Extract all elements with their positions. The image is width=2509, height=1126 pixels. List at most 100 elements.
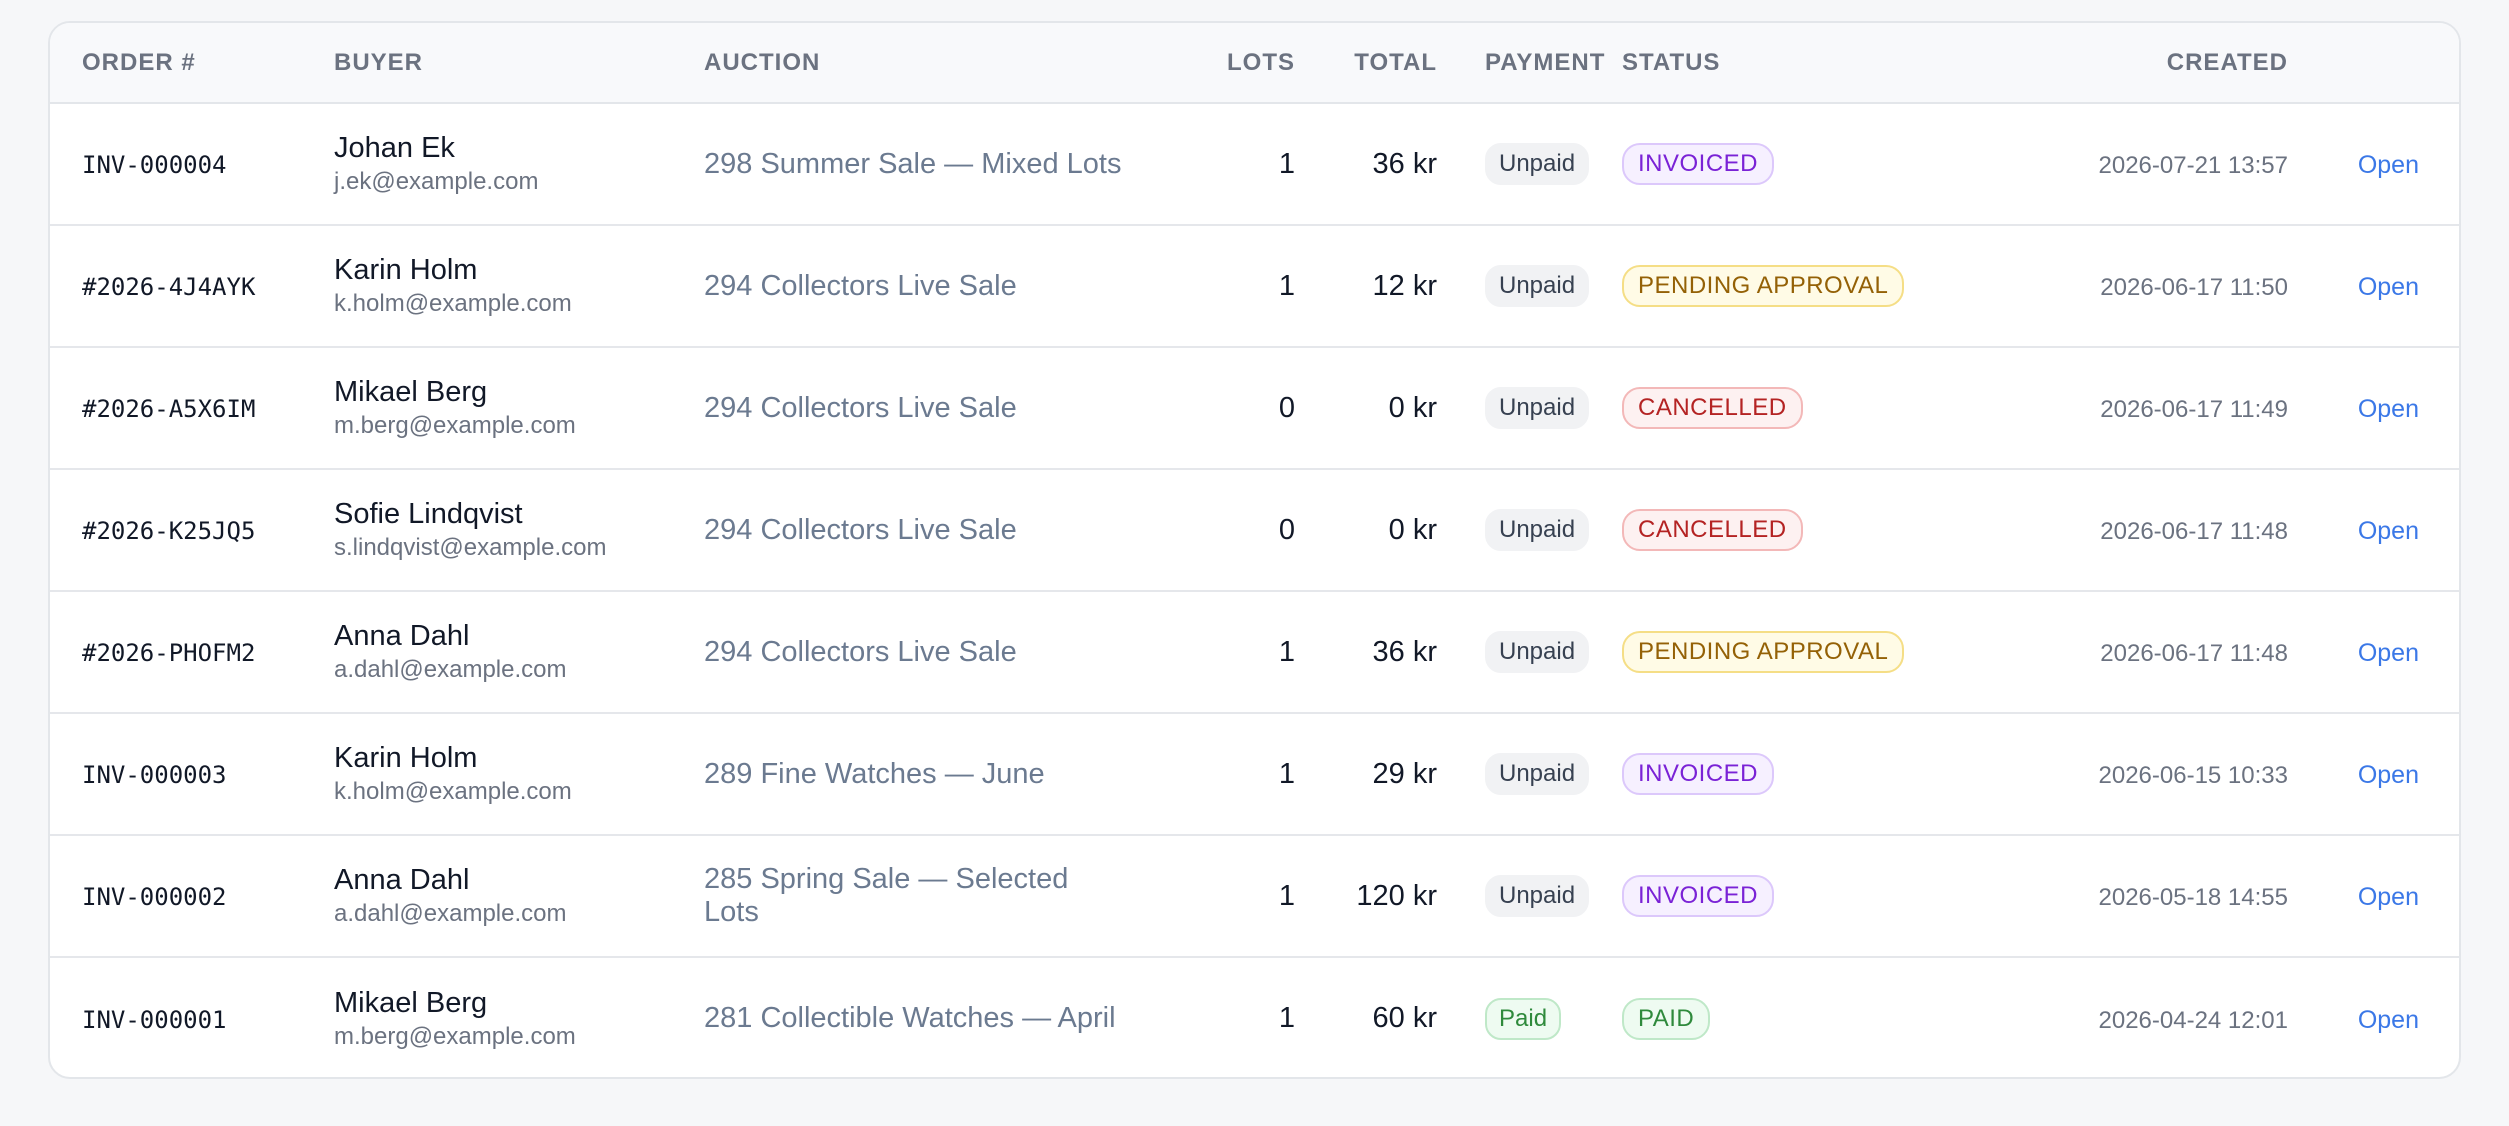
order-total: 0 kr [1388, 513, 1437, 546]
lots-count: 1 [1278, 879, 1295, 912]
lots-count: 1 [1278, 147, 1295, 180]
payment-badge: Unpaid [1485, 387, 1590, 429]
lots-count: 1 [1278, 269, 1295, 302]
auction-name: 294 Collectors Live Sale [704, 635, 1017, 668]
buyer-email: j.ek@example.com [334, 168, 539, 195]
column-header-order[interactable]: ORDER # [50, 23, 334, 104]
table-row[interactable]: INV-000003 Karin Holm k.holm@example.com… [50, 713, 2459, 835]
column-header-buyer[interactable]: BUYER [334, 23, 704, 104]
created-timestamp: 2026-05-18 14:55 [2098, 884, 2289, 911]
order-number: #2026-PHOFM2 [82, 639, 256, 667]
order-total: 60 kr [1372, 1002, 1437, 1034]
buyer-name: Johan Ek [334, 132, 455, 164]
column-header-auction[interactable]: AUCTION [704, 23, 1124, 104]
table-row[interactable]: INV-000002 Anna Dahl a.dahl@example.com … [50, 835, 2459, 957]
payment-badge: Unpaid [1485, 753, 1590, 795]
table-row[interactable]: INV-000001 Mikael Berg m.berg@example.co… [50, 957, 2459, 1077]
open-order-link[interactable]: Open [2357, 883, 2419, 911]
buyer-email: m.berg@example.com [334, 1022, 576, 1050]
payment-badge: Unpaid [1485, 875, 1590, 917]
order-number: INV-000003 [82, 761, 227, 789]
payment-badge: Unpaid [1485, 265, 1590, 307]
buyer-name: Karin Holm [334, 254, 478, 286]
auction-name: 289 Fine Watches — June [704, 757, 1045, 790]
buyer-name: Anna Dahl [334, 620, 470, 652]
open-order-link[interactable]: Open [2357, 273, 2419, 301]
column-header-created[interactable]: CREATED [1927, 23, 2288, 104]
lots-count: 0 [1278, 513, 1295, 546]
buyer-email: m.berg@example.com [334, 412, 576, 439]
payment-badge: Unpaid [1485, 143, 1590, 185]
column-header-status[interactable]: STATUS [1622, 23, 1927, 104]
payment-badge: Paid [1485, 997, 1562, 1040]
status-badge: PENDING APPROVAL [1622, 631, 1905, 673]
order-total: 120 kr [1356, 879, 1437, 912]
order-number: #2026-4J4AYK [82, 273, 256, 301]
auction-name: 298 Summer Sale — Mixed Lots [704, 147, 1122, 180]
lots-count: 0 [1278, 391, 1295, 424]
table-row[interactable]: #2026-K25JQ5 Sofie Lindqvist s.lindqvist… [50, 469, 2459, 591]
lots-count: 1 [1278, 757, 1295, 790]
column-header-total[interactable]: TOTAL [1295, 23, 1437, 104]
table-row[interactable]: #2026-A5X6IM Mikael Berg m.berg@example.… [50, 347, 2459, 469]
status-badge: CANCELLED [1622, 387, 1803, 429]
buyer-email: k.holm@example.com [334, 778, 572, 805]
created-timestamp: 2026-06-17 11:48 [2100, 640, 2288, 667]
buyer-email: a.dahl@example.com [334, 656, 567, 683]
order-total: 36 kr [1372, 635, 1437, 668]
order-number: #2026-K25JQ5 [82, 517, 256, 545]
order-total: 36 kr [1372, 147, 1437, 180]
auction-name: 294 Collectors Live Sale [704, 269, 1017, 302]
open-order-link[interactable]: Open [2357, 761, 2419, 789]
order-number: INV-000001 [82, 1005, 227, 1034]
auction-name: 294 Collectors Live Sale [704, 513, 1017, 546]
table-row[interactable]: #2026-PHOFM2 Anna Dahl a.dahl@example.co… [50, 591, 2459, 713]
order-number: INV-000002 [82, 883, 227, 911]
created-timestamp: 2026-04-24 12:01 [2098, 1006, 2289, 1034]
auction-name: 294 Collectors Live Sale [704, 391, 1017, 424]
buyer-email: s.lindqvist@example.com [334, 534, 607, 561]
order-number: #2026-A5X6IM [82, 395, 256, 423]
status-badge: CANCELLED [1622, 509, 1803, 551]
open-order-link[interactable]: Open [2357, 1005, 2419, 1034]
table-row[interactable]: #2026-4J4AYK Karin Holm k.holm@example.c… [50, 225, 2459, 347]
order-total: 0 kr [1388, 391, 1437, 424]
payment-badge: Unpaid [1485, 631, 1590, 673]
auction-name: 285 Spring Sale — Selected Lots [704, 863, 1069, 928]
auction-name: 281 Collectible Watches — April [704, 1002, 1116, 1034]
status-badge: PENDING APPROVAL [1622, 265, 1905, 307]
created-timestamp: 2026-06-17 11:48 [2100, 518, 2288, 545]
created-timestamp: 2026-07-21 13:57 [2098, 152, 2289, 179]
created-timestamp: 2026-06-17 11:50 [2100, 274, 2288, 301]
open-order-link[interactable]: Open [2357, 395, 2419, 423]
column-header-payment[interactable]: PAYMENT [1437, 23, 1622, 104]
buyer-name: Anna Dahl [334, 864, 470, 896]
status-badge: INVOICED [1622, 143, 1775, 185]
column-header-lots[interactable]: LOTS [1124, 23, 1295, 104]
orders-table-card: ORDER # BUYER AUCTION LOTS TOTAL PAYMENT… [48, 21, 2461, 1079]
buyer-email: k.holm@example.com [334, 290, 572, 317]
order-total: 29 kr [1372, 757, 1437, 790]
lots-count: 1 [1278, 1002, 1295, 1034]
created-timestamp: 2026-06-17 11:49 [2100, 396, 2288, 423]
column-header-actions [2288, 23, 2459, 104]
table-header-row: ORDER # BUYER AUCTION LOTS TOTAL PAYMENT… [50, 23, 2459, 104]
table-row[interactable]: INV-000004 Johan Ek j.ek@example.com 298… [50, 103, 2459, 225]
lots-count: 1 [1278, 635, 1295, 668]
status-badge: INVOICED [1622, 875, 1775, 917]
orders-table: ORDER # BUYER AUCTION LOTS TOTAL PAYMENT… [50, 23, 2459, 1077]
buyer-email: a.dahl@example.com [334, 900, 567, 927]
order-number: INV-000004 [82, 151, 227, 179]
status-badge: INVOICED [1622, 753, 1775, 795]
open-order-link[interactable]: Open [2357, 639, 2419, 667]
buyer-name: Mikael Berg [334, 986, 488, 1019]
order-total: 12 kr [1372, 269, 1437, 302]
status-badge: PAID [1622, 997, 1711, 1040]
buyer-name: Mikael Berg [334, 376, 488, 408]
open-order-link[interactable]: Open [2357, 517, 2419, 545]
created-timestamp: 2026-06-15 10:33 [2098, 762, 2289, 789]
buyer-name: Sofie Lindqvist [334, 498, 523, 530]
payment-badge: Unpaid [1485, 509, 1590, 551]
buyer-name: Karin Holm [334, 742, 478, 774]
open-order-link[interactable]: Open [2357, 151, 2419, 179]
